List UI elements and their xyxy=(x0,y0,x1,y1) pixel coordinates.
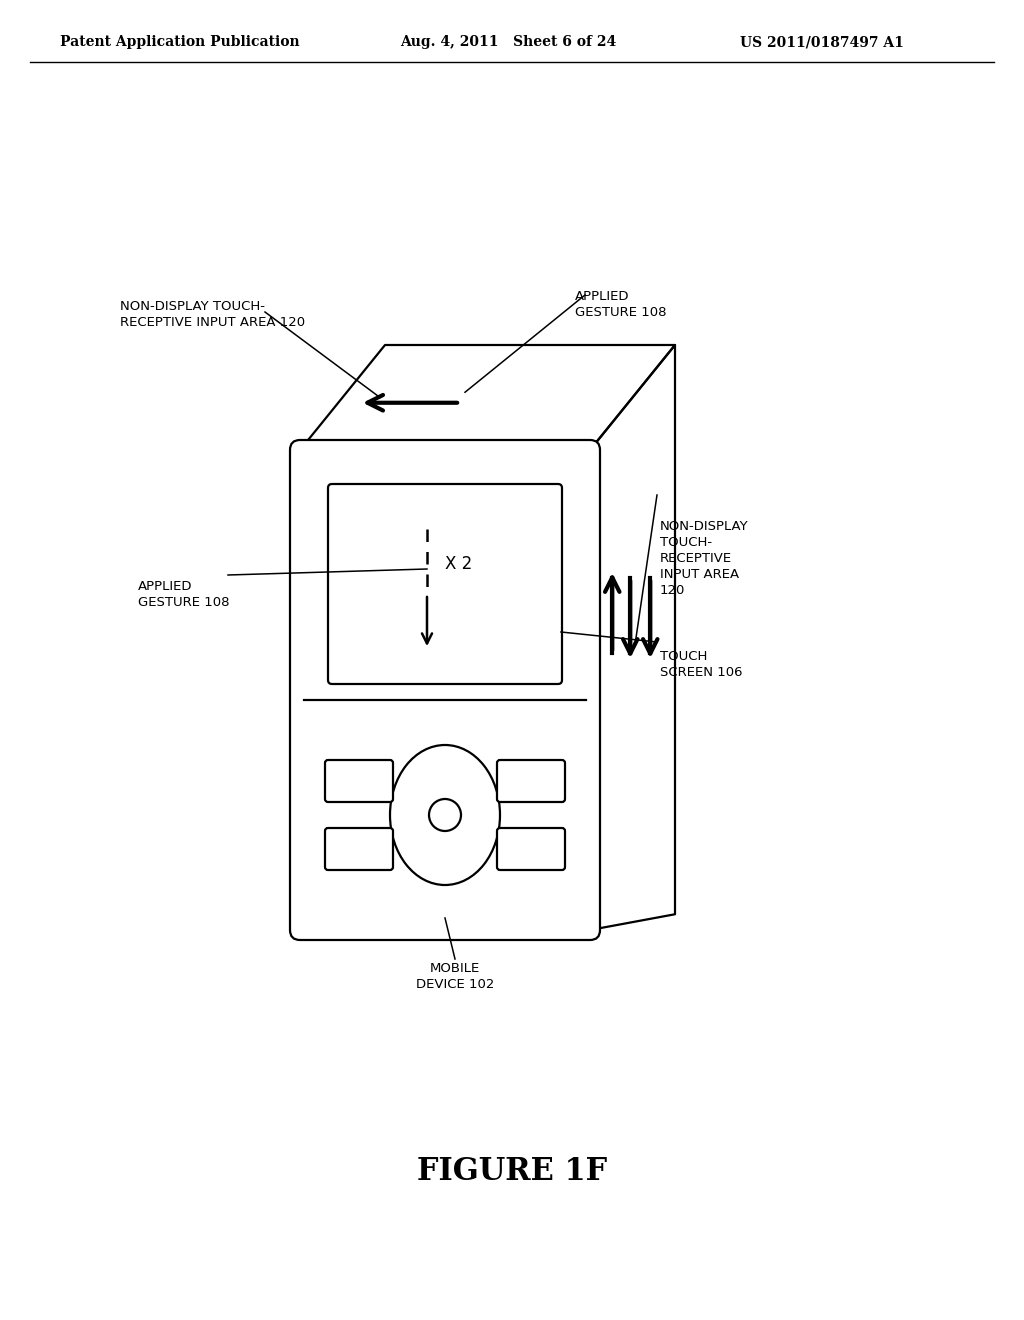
Text: Aug. 4, 2011   Sheet 6 of 24: Aug. 4, 2011 Sheet 6 of 24 xyxy=(400,36,616,49)
Text: APPLIED
GESTURE 108: APPLIED GESTURE 108 xyxy=(138,579,229,609)
Text: NON-DISPLAY TOUCH-
RECEPTIVE INPUT AREA 120: NON-DISPLAY TOUCH- RECEPTIVE INPUT AREA … xyxy=(120,300,305,329)
Text: US 2011/0187497 A1: US 2011/0187497 A1 xyxy=(740,36,904,49)
Text: APPLIED
GESTURE 108: APPLIED GESTURE 108 xyxy=(575,290,667,319)
Text: FIGURE 1F: FIGURE 1F xyxy=(417,1156,607,1188)
Ellipse shape xyxy=(390,744,500,884)
FancyBboxPatch shape xyxy=(325,828,393,870)
Text: Patent Application Publication: Patent Application Publication xyxy=(60,36,300,49)
Text: X 2: X 2 xyxy=(445,554,472,573)
FancyBboxPatch shape xyxy=(497,828,565,870)
FancyBboxPatch shape xyxy=(325,760,393,803)
FancyBboxPatch shape xyxy=(290,440,600,940)
Polygon shape xyxy=(300,345,675,450)
Polygon shape xyxy=(590,345,675,931)
Text: MOBILE
DEVICE 102: MOBILE DEVICE 102 xyxy=(416,962,495,991)
Text: NON-DISPLAY
TOUCH-
RECEPTIVE
INPUT AREA
120: NON-DISPLAY TOUCH- RECEPTIVE INPUT AREA … xyxy=(660,520,749,597)
Text: TOUCH
SCREEN 106: TOUCH SCREEN 106 xyxy=(660,649,742,678)
FancyBboxPatch shape xyxy=(497,760,565,803)
Circle shape xyxy=(429,799,461,832)
FancyBboxPatch shape xyxy=(328,484,562,684)
